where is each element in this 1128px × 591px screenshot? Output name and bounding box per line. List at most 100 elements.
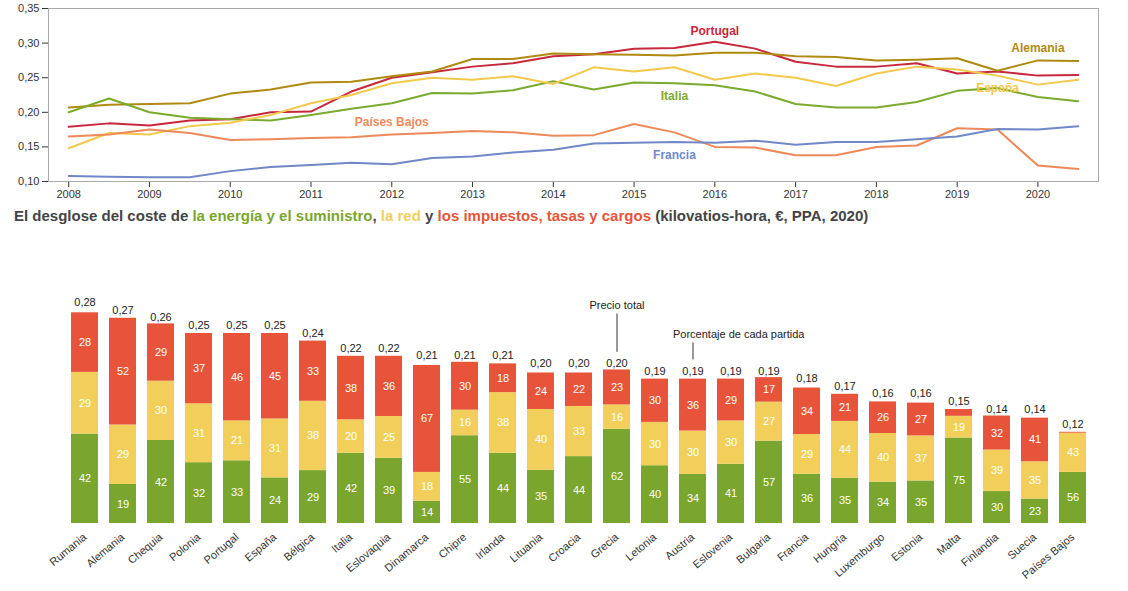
svg-text:Italia: Italia bbox=[329, 530, 355, 555]
svg-text:Luxemburgo: Luxemburgo bbox=[832, 531, 887, 580]
svg-text:Suecia: Suecia bbox=[1005, 530, 1039, 561]
svg-text:Italia: Italia bbox=[661, 89, 689, 103]
svg-text:27: 27 bbox=[763, 415, 775, 427]
svg-text:0,21: 0,21 bbox=[454, 349, 475, 361]
svg-text:Irlanda: Irlanda bbox=[473, 530, 507, 561]
svg-text:0,25: 0,25 bbox=[188, 319, 209, 331]
svg-text:40: 40 bbox=[877, 451, 889, 463]
svg-text:0,15: 0,15 bbox=[948, 395, 969, 407]
svg-text:25: 25 bbox=[383, 431, 395, 443]
svg-text:44: 44 bbox=[497, 482, 509, 494]
svg-text:18: 18 bbox=[421, 480, 433, 492]
svg-text:0,19: 0,19 bbox=[682, 365, 703, 377]
svg-text:0,15: 0,15 bbox=[18, 140, 39, 152]
svg-text:45: 45 bbox=[269, 370, 281, 382]
svg-text:2013: 2013 bbox=[460, 188, 484, 200]
svg-text:26: 26 bbox=[877, 411, 889, 423]
svg-text:0,16: 0,16 bbox=[872, 387, 893, 399]
svg-text:29: 29 bbox=[725, 394, 737, 406]
svg-text:Francia: Francia bbox=[653, 148, 696, 162]
svg-text:42: 42 bbox=[345, 482, 357, 494]
svg-text:37: 37 bbox=[915, 452, 927, 464]
svg-text:0,19: 0,19 bbox=[720, 365, 741, 377]
svg-text:40: 40 bbox=[535, 433, 547, 445]
svg-text:31: 31 bbox=[193, 427, 205, 439]
svg-text:Países Bajos: Países Bajos bbox=[355, 115, 429, 129]
svg-text:29: 29 bbox=[801, 448, 813, 460]
svg-text:34: 34 bbox=[801, 405, 813, 417]
svg-text:Malta: Malta bbox=[934, 530, 963, 557]
svg-text:Lituania: Lituania bbox=[507, 530, 545, 565]
svg-text:0,20: 0,20 bbox=[606, 357, 627, 369]
svg-text:36: 36 bbox=[687, 399, 699, 411]
svg-text:43: 43 bbox=[1067, 446, 1079, 458]
svg-text:30: 30 bbox=[687, 446, 699, 458]
svg-text:39: 39 bbox=[991, 464, 1003, 476]
svg-text:44: 44 bbox=[839, 443, 851, 455]
svg-text:Portugal: Portugal bbox=[201, 531, 240, 567]
svg-text:Dinamarca: Dinamarca bbox=[382, 530, 431, 574]
svg-text:67: 67 bbox=[421, 412, 433, 424]
svg-text:75: 75 bbox=[953, 474, 965, 486]
svg-text:0,14: 0,14 bbox=[986, 403, 1007, 415]
svg-text:Porcentaje de cada partida: Porcentaje de cada partida bbox=[673, 328, 805, 340]
svg-text:0,25: 0,25 bbox=[226, 319, 247, 331]
svg-text:2014: 2014 bbox=[541, 188, 565, 200]
svg-text:Alemania: Alemania bbox=[1011, 41, 1065, 55]
svg-text:0,14: 0,14 bbox=[1024, 403, 1045, 415]
svg-text:35: 35 bbox=[535, 490, 547, 502]
svg-text:38: 38 bbox=[497, 416, 509, 428]
svg-text:21: 21 bbox=[839, 401, 851, 413]
svg-text:30: 30 bbox=[649, 394, 661, 406]
svg-text:30: 30 bbox=[725, 436, 737, 448]
svg-text:39: 39 bbox=[383, 484, 395, 496]
svg-text:33: 33 bbox=[231, 486, 243, 498]
svg-text:2019: 2019 bbox=[945, 188, 969, 200]
svg-text:29: 29 bbox=[307, 491, 319, 503]
svg-text:14: 14 bbox=[421, 506, 433, 518]
svg-text:España: España bbox=[976, 81, 1019, 95]
svg-text:0,35: 0,35 bbox=[18, 2, 39, 14]
svg-text:Eslovenia: Eslovenia bbox=[690, 530, 735, 570]
svg-text:57: 57 bbox=[763, 476, 775, 488]
svg-text:19: 19 bbox=[117, 498, 129, 510]
svg-text:Grecia: Grecia bbox=[588, 530, 621, 561]
svg-text:Portugal: Portugal bbox=[691, 24, 740, 38]
svg-text:24: 24 bbox=[535, 385, 547, 397]
svg-text:19: 19 bbox=[953, 421, 965, 433]
svg-text:Precio total: Precio total bbox=[589, 299, 644, 311]
svg-text:Austria: Austria bbox=[663, 530, 698, 562]
svg-text:Chequia: Chequia bbox=[125, 530, 165, 566]
svg-text:29: 29 bbox=[155, 346, 167, 358]
svg-text:44: 44 bbox=[573, 484, 585, 496]
svg-text:Rumania: Rumania bbox=[47, 530, 89, 568]
svg-text:0,24: 0,24 bbox=[302, 327, 323, 339]
svg-text:España: España bbox=[242, 530, 279, 564]
svg-text:30: 30 bbox=[155, 404, 167, 416]
svg-text:34: 34 bbox=[877, 496, 889, 508]
svg-text:Bélgica: Bélgica bbox=[281, 530, 317, 563]
svg-text:Polonia: Polonia bbox=[167, 530, 203, 563]
svg-text:2009: 2009 bbox=[137, 188, 161, 200]
svg-text:18: 18 bbox=[497, 372, 509, 384]
svg-text:21: 21 bbox=[231, 434, 243, 446]
svg-text:0,18: 0,18 bbox=[796, 372, 817, 384]
svg-text:34: 34 bbox=[687, 492, 699, 504]
svg-text:35: 35 bbox=[1029, 474, 1041, 486]
svg-text:36: 36 bbox=[801, 492, 813, 504]
svg-text:0,22: 0,22 bbox=[378, 342, 399, 354]
svg-text:41: 41 bbox=[1029, 433, 1041, 445]
svg-text:17: 17 bbox=[763, 383, 775, 395]
svg-text:35: 35 bbox=[915, 496, 927, 508]
svg-text:0,17: 0,17 bbox=[834, 380, 855, 392]
svg-text:56: 56 bbox=[1067, 491, 1079, 503]
svg-text:24: 24 bbox=[269, 494, 281, 506]
svg-text:40: 40 bbox=[649, 488, 661, 500]
svg-text:2012: 2012 bbox=[380, 188, 404, 200]
svg-text:Bulgaria: Bulgaria bbox=[734, 530, 773, 566]
svg-text:Letonia: Letonia bbox=[623, 530, 659, 563]
svg-text:38: 38 bbox=[307, 429, 319, 441]
svg-text:0,12: 0,12 bbox=[1062, 418, 1083, 430]
svg-text:0,21: 0,21 bbox=[492, 349, 513, 361]
svg-text:2017: 2017 bbox=[783, 188, 807, 200]
